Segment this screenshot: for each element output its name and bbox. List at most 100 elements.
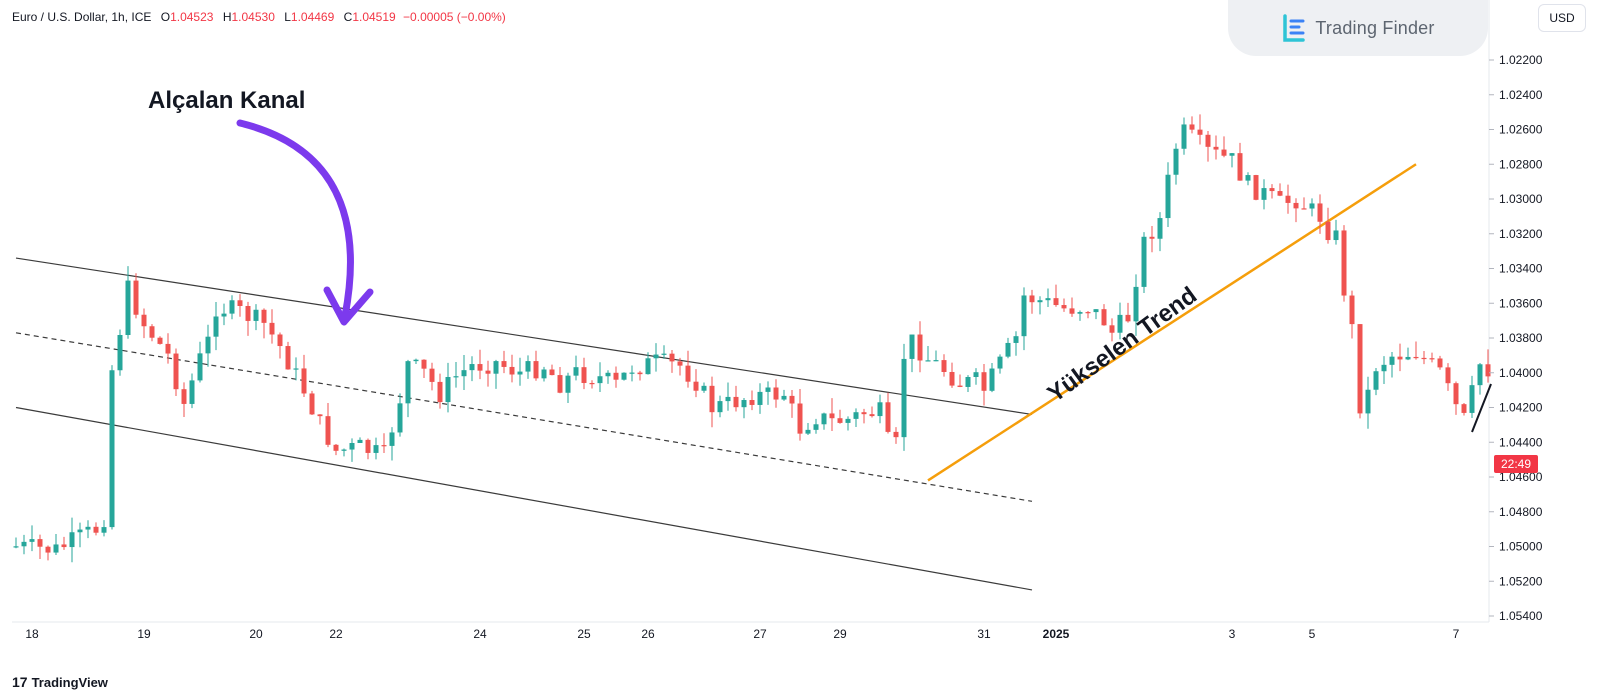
candle-body [381, 445, 387, 447]
candle-body [533, 361, 539, 379]
candle-body [781, 395, 787, 400]
tradingview-logo[interactable]: 17 TradingView [12, 674, 108, 690]
price-tick-label: 1.04800 [1499, 505, 1543, 519]
time-tick-label: 20 [249, 627, 263, 641]
candle-body [765, 387, 771, 392]
candle-body [469, 364, 475, 371]
candle-body [437, 381, 443, 403]
candle-body [117, 335, 123, 371]
candle-body [685, 365, 691, 382]
channel-label: Alçalan Kanal [148, 87, 305, 114]
candle-body [253, 309, 259, 321]
channel-lower[interactable] [15, 406, 1033, 591]
symbol-title[interactable]: Euro / U.S. Dollar, 1h, ICE [12, 10, 152, 24]
price-tick-label: 1.03000 [1499, 192, 1543, 206]
candle-body [949, 371, 955, 386]
open-value: 1.04523 [170, 10, 214, 24]
arrow-shaft [236, 119, 354, 320]
candle-body [109, 370, 115, 528]
candle-body [1405, 356, 1411, 360]
high-value: 1.04530 [231, 10, 275, 24]
candle-body [717, 401, 723, 413]
price-tick-label: 1.03800 [1499, 331, 1543, 345]
time-tick-label: 2025 [1043, 627, 1070, 641]
candle-body [21, 541, 27, 547]
tradingview-brand-text: TradingView [31, 674, 108, 690]
candle-body [845, 418, 851, 423]
candle-body [613, 372, 619, 380]
candle-body [373, 445, 379, 453]
candle-body [1013, 336, 1019, 343]
candle-body [829, 413, 835, 419]
candle-body [1021, 295, 1027, 337]
currency-button[interactable]: USD [1538, 4, 1586, 32]
candle-body [749, 400, 755, 405]
candle-body [861, 412, 867, 415]
time-tick-label: 19 [137, 627, 151, 641]
candle-body [37, 539, 43, 547]
ascending-trendline[interactable] [927, 163, 1417, 482]
candle-body [69, 532, 75, 548]
candle-body [1125, 314, 1131, 322]
channel-upper[interactable] [15, 257, 1033, 416]
candle-body [149, 326, 155, 338]
candle-body [61, 544, 67, 548]
price-tick-label: 1.05400 [1499, 609, 1543, 623]
arrow-head-icon [323, 286, 374, 326]
price-tick-label: 1.04200 [1499, 401, 1543, 415]
candle-body [445, 376, 451, 403]
candle-body [925, 360, 931, 362]
time-tick-label: 3 [1229, 627, 1236, 641]
candle-body [461, 370, 467, 377]
candle-body [1157, 218, 1163, 239]
candle-body [581, 367, 587, 383]
candle-body [1221, 149, 1227, 156]
candle-body [1357, 324, 1363, 414]
candle-body [837, 418, 843, 423]
candle-body [885, 402, 891, 432]
candle-body [549, 369, 555, 376]
candle-body [1485, 364, 1491, 377]
candle-body [981, 372, 987, 391]
candle-body [997, 356, 1003, 369]
candle-body [1445, 367, 1451, 384]
time-tick-label: 25 [577, 627, 591, 641]
countdown-text: 22:49 [1501, 457, 1531, 471]
time-tick-label: 7 [1453, 627, 1460, 641]
candle-body [797, 403, 803, 434]
time-tick-label: 22 [329, 627, 343, 641]
candle-body [101, 527, 107, 533]
candle-body [125, 280, 131, 336]
candle-body [621, 372, 627, 380]
candle-body [1165, 174, 1171, 219]
candle-body [405, 361, 411, 404]
candle-body [293, 368, 299, 370]
candle-body [669, 353, 675, 362]
candle-body [341, 449, 347, 451]
candle-body [1333, 230, 1339, 241]
candle-body [1245, 175, 1251, 181]
candle-body [541, 369, 547, 379]
candle-body [869, 414, 875, 417]
candle-body [269, 322, 275, 335]
candle-body [277, 334, 283, 347]
candle-body [1261, 188, 1267, 200]
price-axis[interactable]: 1.02200 1.02400 1.02600 1.02800 1.03000 1.032… [1489, 53, 1543, 623]
candle-body [1213, 146, 1219, 150]
time-tick-label: 31 [977, 627, 991, 641]
candle-body [1117, 314, 1123, 333]
channel-midline[interactable] [15, 332, 1033, 502]
candle-body [213, 316, 219, 337]
candle-body [1069, 308, 1075, 314]
candle-body [1365, 389, 1371, 414]
candle-body [221, 313, 227, 317]
candle-body [1109, 325, 1115, 333]
time-axis[interactable]: 18 19 20 22 24 25 26 27 29 31 2025 3 5 7 [25, 627, 1459, 641]
candle-body [1421, 357, 1427, 360]
candle-body [1133, 286, 1139, 322]
candle-body [877, 402, 883, 417]
candle-body [389, 432, 395, 446]
candle-body [357, 439, 363, 443]
candle-body [645, 358, 651, 375]
